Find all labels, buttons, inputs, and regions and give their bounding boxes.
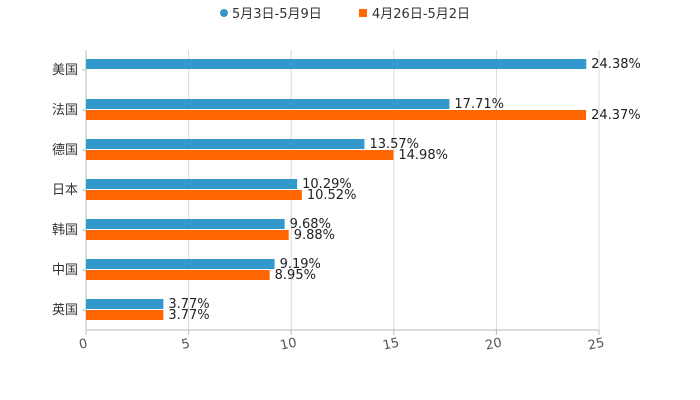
bar-2-6[interactable] <box>86 270 270 280</box>
category-label-5: 韩国 <box>52 223 78 238</box>
data-label-1-3: 13.57% <box>369 137 419 152</box>
legend-label-1[interactable]: 5月3日-5月9日 <box>232 7 322 22</box>
x-tick-label-0: 0 <box>78 336 89 352</box>
bar-2-5[interactable] <box>86 230 289 240</box>
bar-1-2[interactable] <box>86 99 450 109</box>
bar-1-6[interactable] <box>86 259 275 269</box>
data-label-2-2: 24.37% <box>591 108 641 123</box>
data-label-2-5: 9.88% <box>294 228 335 243</box>
category-label-4: 日本 <box>52 183 78 198</box>
bar-2-7[interactable] <box>86 310 164 320</box>
category-label-2: 法国 <box>52 103 78 118</box>
data-label-2-6: 8.95% <box>275 268 316 283</box>
bar-1-3[interactable] <box>86 139 365 149</box>
data-labels: 24.38% 17.71% 24.37% 13.57%14.98% 10.29%10.5… <box>168 57 640 323</box>
bar-1-1[interactable] <box>86 59 587 69</box>
legend-marker-1 <box>220 9 228 17</box>
data-label-1-5: 9.68% <box>290 217 331 232</box>
x-tick-label-20: 20 <box>484 336 503 354</box>
category-label-6: 中国 <box>52 263 78 278</box>
category-label-1: 美国 <box>52 63 78 78</box>
category-label-7: 英国 <box>52 303 78 318</box>
x-tick-label-5: 5 <box>180 336 191 352</box>
data-label-1-6: 9.19% <box>280 257 321 272</box>
data-label-2-3: 14.98% <box>398 148 448 163</box>
x-tick-label-15: 15 <box>381 336 400 354</box>
data-label-1-1: 24.38% <box>591 57 641 72</box>
data-label-2-4: 10.52% <box>307 188 357 203</box>
x-tick-label-25: 25 <box>587 336 606 354</box>
data-label-2-7: 3.77% <box>168 308 209 323</box>
bar-2-2[interactable] <box>86 110 587 120</box>
category-label-3: 德国 <box>52 143 78 158</box>
bar-1-5[interactable] <box>86 219 285 229</box>
legend: 5月3日-5月9日 4月26日-5月2日 <box>220 7 470 22</box>
bar-1-4[interactable] <box>86 179 298 189</box>
bar-2-4[interactable] <box>86 190 302 200</box>
data-label-1-7: 3.77% <box>168 297 209 312</box>
bars <box>86 59 587 320</box>
data-label-1-2: 17.71% <box>454 97 504 112</box>
legend-label-2[interactable]: 4月26日-5月2日 <box>372 7 470 22</box>
data-label-1-4: 10.29% <box>302 177 352 192</box>
bar-2-3[interactable] <box>86 150 394 160</box>
bar-1-7[interactable] <box>86 299 164 309</box>
x-tick-label-10: 10 <box>279 336 298 354</box>
legend-marker-2 <box>359 9 367 17</box>
